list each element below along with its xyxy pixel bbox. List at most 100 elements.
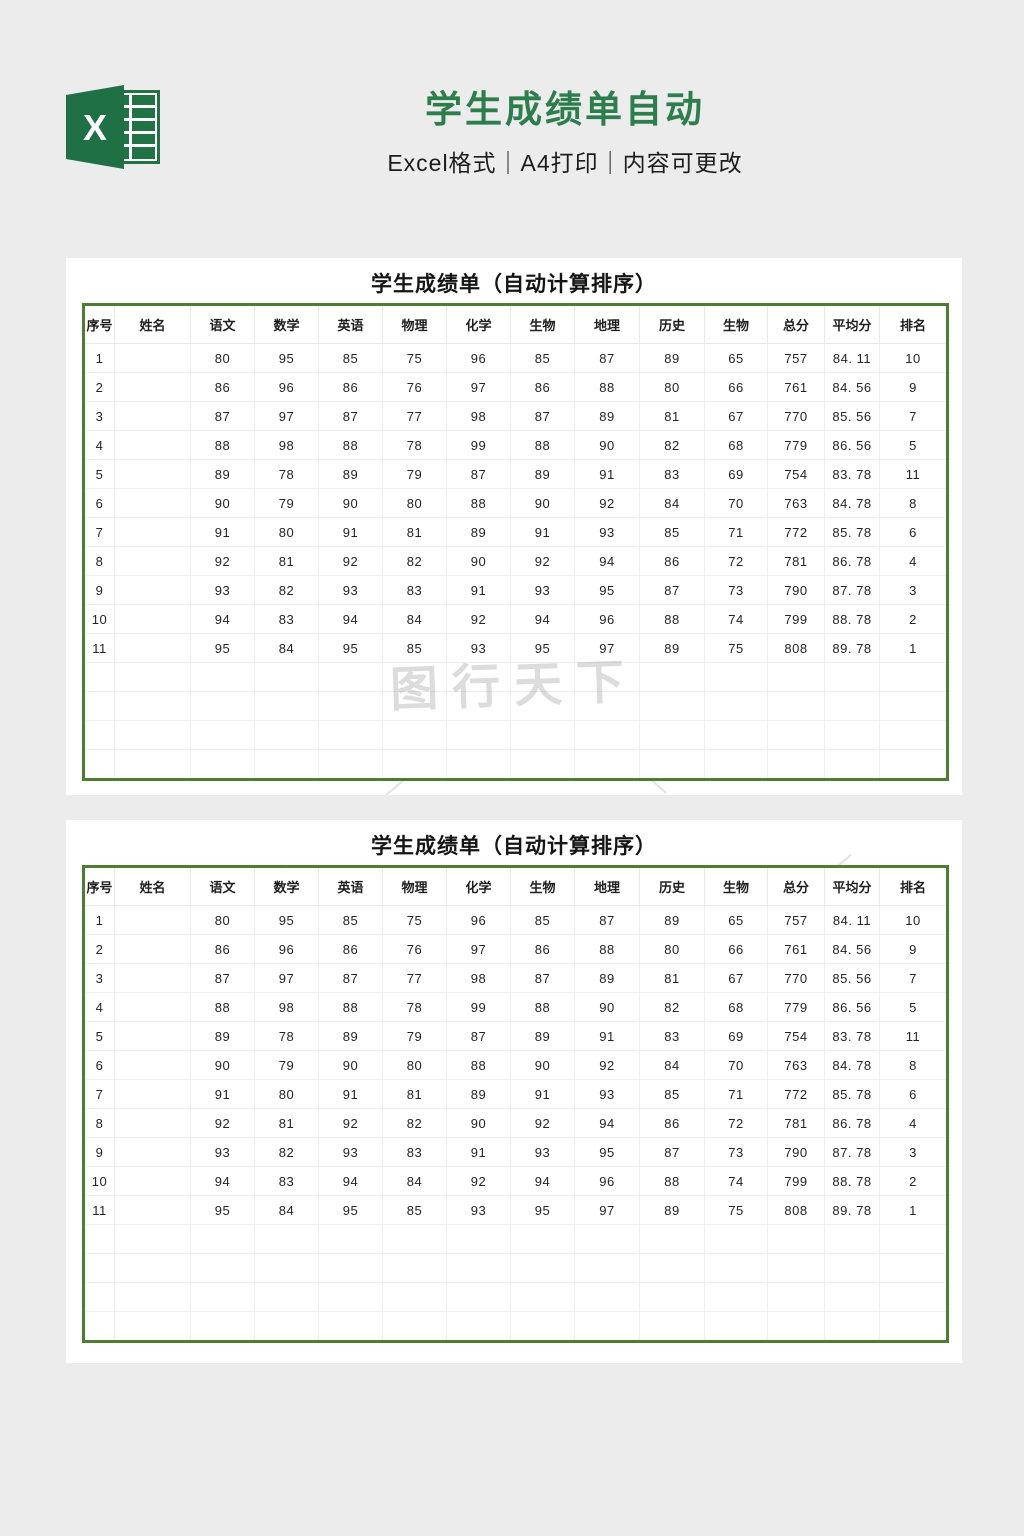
- cell: [83, 691, 115, 721]
- cell: 93: [574, 1079, 640, 1109]
- column-header: 排名: [879, 866, 948, 906]
- cell: 88. 78: [824, 604, 880, 634]
- cell: 3: [83, 401, 115, 431]
- cell: 88: [510, 430, 575, 460]
- cell: [767, 1311, 825, 1342]
- cell: 80: [190, 343, 255, 373]
- cell: 87: [510, 401, 575, 431]
- cell: 754: [767, 459, 825, 489]
- cell: 82: [382, 546, 447, 576]
- cell: 9: [83, 575, 115, 605]
- cell: 90: [190, 488, 255, 518]
- page-subtitle: Excel格式｜A4打印｜内容可更改: [387, 150, 743, 176]
- column-header: 生物: [510, 304, 575, 344]
- cell: 92: [318, 546, 383, 576]
- cell: 97: [446, 934, 511, 964]
- cell: 78: [382, 992, 447, 1022]
- cell: 757: [767, 343, 825, 373]
- cell: [114, 1311, 191, 1342]
- table-title: 学生成绩单（自动计算排序）: [371, 835, 657, 858]
- cell: 4: [83, 992, 115, 1022]
- cell: [83, 1253, 115, 1283]
- cell: 79: [382, 1021, 447, 1051]
- cell: 84. 11: [824, 343, 880, 373]
- cell: 8: [879, 1050, 948, 1080]
- cell: 95: [190, 1195, 255, 1225]
- cell: [114, 749, 191, 780]
- cell: [639, 720, 705, 750]
- cell: 90: [510, 1050, 575, 1080]
- cell: 96: [254, 372, 319, 402]
- cell: [114, 575, 191, 605]
- cell: 85: [639, 1079, 705, 1109]
- cell: [510, 1282, 575, 1312]
- cell: 72: [704, 546, 768, 576]
- cell: 78: [382, 430, 447, 460]
- cell: [879, 1311, 948, 1342]
- column-header: 语文: [190, 304, 255, 344]
- cell: 82: [639, 992, 705, 1022]
- cell: 96: [574, 1166, 640, 1196]
- cell: 93: [510, 575, 575, 605]
- cell: [83, 662, 115, 692]
- cell: 91: [318, 1079, 383, 1109]
- cell: 84. 78: [824, 488, 880, 518]
- cell: 83: [639, 1021, 705, 1051]
- cell: 3: [879, 575, 948, 605]
- cell: [190, 1253, 255, 1283]
- cell: 781: [767, 1108, 825, 1138]
- table-row: 6 90 79 90 80 88 90 92 84 70 763 84. 78 8: [83, 488, 948, 518]
- cell: [879, 662, 948, 692]
- cell: 799: [767, 1166, 825, 1196]
- cell: [318, 720, 383, 750]
- cell: 86: [190, 934, 255, 964]
- cell: [824, 1282, 880, 1312]
- column-header: 英语: [318, 866, 383, 906]
- cell: 85. 56: [824, 963, 880, 993]
- cell: 6: [83, 488, 115, 518]
- cell: [704, 1224, 768, 1254]
- column-header: 总分: [767, 304, 825, 344]
- cell: 763: [767, 1050, 825, 1080]
- cell: 81: [382, 517, 447, 547]
- cell: 92: [510, 546, 575, 576]
- cell: 86: [190, 372, 255, 402]
- cell: 90: [574, 430, 640, 460]
- column-header: 数学: [254, 304, 319, 344]
- cell: 4: [879, 1108, 948, 1138]
- cell: 81: [254, 1108, 319, 1138]
- page-title: 学生成绩单自动: [425, 89, 705, 130]
- cell: 78: [254, 1021, 319, 1051]
- empty-row: [83, 1224, 948, 1254]
- cell: [824, 1224, 880, 1254]
- cell: 97: [446, 372, 511, 402]
- cell: 89: [446, 517, 511, 547]
- cell: 81: [382, 1079, 447, 1109]
- cell: [446, 749, 511, 780]
- cell: 92: [574, 488, 640, 518]
- cell: 93: [446, 633, 511, 663]
- cell: [382, 662, 447, 692]
- cell: 97: [254, 401, 319, 431]
- cell: 86: [510, 934, 575, 964]
- table-row: 3 87 97 87 77 98 87 89 81 67 770 85. 56 7: [83, 401, 948, 431]
- cell: 91: [190, 1079, 255, 1109]
- svg-text:X: X: [83, 107, 107, 148]
- cell: 90: [446, 546, 511, 576]
- cell: [639, 1253, 705, 1283]
- cell: 79: [254, 1050, 319, 1080]
- cell: 75: [382, 343, 447, 373]
- column-header: 姓名: [114, 866, 191, 906]
- cell: 75: [382, 905, 447, 935]
- cell: 67: [704, 401, 768, 431]
- cell: [574, 1253, 640, 1283]
- cell: 79: [382, 459, 447, 489]
- cell: [879, 749, 948, 780]
- cell: [114, 1021, 191, 1051]
- cell: [114, 459, 191, 489]
- cell: 89. 78: [824, 1195, 880, 1225]
- cell: 10: [879, 905, 948, 935]
- cell: [639, 749, 705, 780]
- cell: [114, 430, 191, 460]
- cell: 70: [704, 1050, 768, 1080]
